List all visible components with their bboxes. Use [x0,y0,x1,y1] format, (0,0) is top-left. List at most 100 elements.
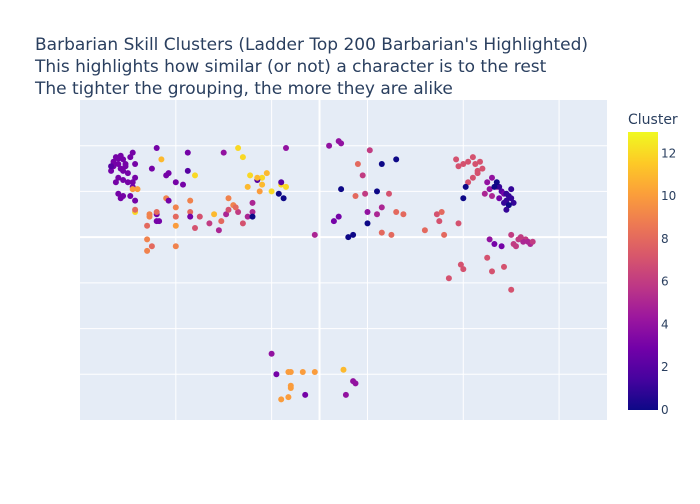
scatter-point [283,145,289,151]
scatter-point [486,186,493,193]
scatter-point [249,209,256,215]
scatter-point [249,213,256,220]
scatter-point [211,211,218,218]
colorbar-tick-label: 0 [661,403,669,417]
scatter-point [378,161,385,167]
scatter-point [364,209,371,215]
scatter-point [436,218,443,225]
scatter-point [493,179,500,186]
scatter-point [489,193,495,199]
scatter-point [244,183,251,190]
scatter-point [239,154,246,161]
scatter-point [187,213,194,220]
scatter-point [232,204,239,211]
scatter-point [127,193,134,199]
scatter-point [455,163,462,170]
scatter-point [259,181,266,188]
scatter-point [474,167,481,174]
scatter-point [196,213,203,220]
scatter-point [218,218,225,225]
scatter-point [489,268,495,275]
scatter-point [120,156,127,163]
scatter-point [354,161,361,167]
scatter-point [225,206,232,213]
scatter-point [469,174,476,181]
scatter-point [501,199,507,206]
scatter-point [124,179,131,186]
scatter-point [364,220,371,227]
scatter-point [489,174,495,181]
colorbar-tick-label: 12 [661,146,676,160]
scatter-point [302,391,309,398]
scatter-point [299,369,306,375]
scatter-point [206,220,213,227]
scatter-point [239,220,246,227]
scatter-point [132,174,139,181]
scatter-point [287,382,294,389]
scatter-point [120,167,127,174]
scatter-point [129,179,136,186]
scatter-point [457,261,464,268]
scatter-point [460,266,467,273]
title-line-1: Barbarian Skill Clusters (Ladder Top 200… [35,35,588,55]
scatter-point [127,154,134,161]
scatter-point [481,190,488,197]
scatter-point [438,209,445,215]
scatter-point [268,350,275,357]
scatter-point [505,202,512,209]
scatter-point [120,177,127,183]
scatter-point [496,183,503,190]
scatter-point [378,229,385,236]
scatter-point [165,170,172,177]
scatter-point [172,222,179,229]
colorbar-tick-label: 8 [661,232,669,246]
scatter-point [275,190,282,197]
scatter-point [115,174,122,181]
scatter-point [165,197,172,204]
scatter-point [491,183,498,190]
scatter-point [393,209,400,215]
scatter-point [508,186,515,193]
scatter-point [359,172,366,179]
scatter-point [378,204,385,211]
scatter-point [144,222,151,229]
scatter-point [338,140,345,147]
scatter-point [108,163,115,170]
scatter-point [441,231,448,238]
scatter-point [115,161,122,167]
scatter-point [465,179,472,186]
scatter-point [280,195,287,202]
scatter-point [469,154,476,161]
scatter-point [215,227,222,234]
scatter-point [460,195,467,202]
colorbar-tick-label: 6 [661,275,669,289]
scatter-point [172,179,179,186]
scatter-point [249,199,256,206]
scatter-point [153,145,160,151]
scatter-point [529,238,536,245]
scatter-point [338,186,345,193]
scatter-point [278,179,285,186]
scatter-point [129,186,136,193]
scatter-point [172,204,179,211]
scatter-point [158,156,165,163]
scatter-point [520,238,527,245]
scatter-point [311,369,318,375]
scatter-point [134,186,141,193]
scatter-point [508,231,515,238]
scatter-point [374,188,380,195]
colorbar-tick-label: 4 [661,317,669,331]
scatter-point [503,190,510,197]
scatter-point [144,236,151,243]
scatter-point [352,380,359,387]
scatter-point [508,195,515,202]
scatter-point [477,158,483,165]
scatter-point [362,190,369,197]
scatter-point [453,156,460,163]
scatter-point [393,156,400,163]
scatter-point [283,183,289,190]
scatter-point [484,179,491,186]
scatter-point [285,394,292,401]
